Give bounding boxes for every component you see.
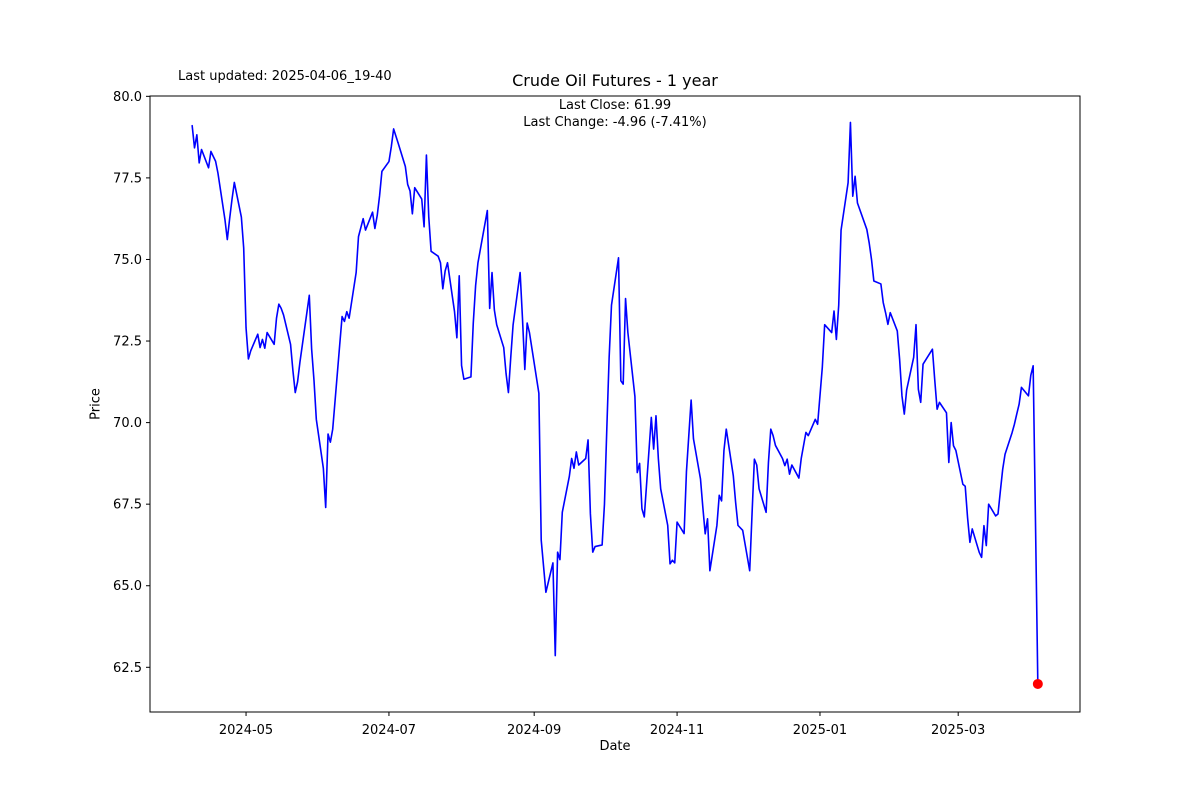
y-axis-label: Price (88, 388, 104, 420)
price-line (191, 121, 1039, 685)
x-tick-label: 2024-07 (362, 723, 416, 738)
x-tick-label: 2024-11 (650, 723, 704, 738)
y-tick-label: 75.0 (113, 253, 142, 268)
y-tick-label: 62.5 (113, 661, 142, 676)
x-axis-label: Date (599, 739, 631, 754)
chart-title: Crude Oil Futures - 1 year (512, 71, 718, 90)
y-tick-label: 77.5 (113, 171, 142, 186)
last-close-marker (1032, 678, 1043, 689)
axes-border (149, 95, 1081, 713)
y-tick-label: 80.0 (113, 90, 142, 105)
x-tick-label: 2024-09 (507, 723, 561, 738)
x-tick-label: 2024-05 (219, 723, 273, 738)
x-tick-label: 2025-03 (931, 723, 985, 738)
last-change-text: Last Change: -4.96 (-7.41%) (523, 115, 707, 130)
y-tick-label: 65.0 (113, 579, 142, 594)
y-tick-label: 70.0 (113, 416, 142, 431)
y-tick-label: 72.5 (113, 335, 142, 350)
y-tick-label: 67.5 (113, 498, 142, 513)
x-tick-label: 2025-01 (793, 723, 847, 738)
last-updated-annotation: Last updated: 2025-04-06_19-40 (178, 69, 392, 84)
last-close-text: Last Close: 61.99 (558, 98, 672, 113)
